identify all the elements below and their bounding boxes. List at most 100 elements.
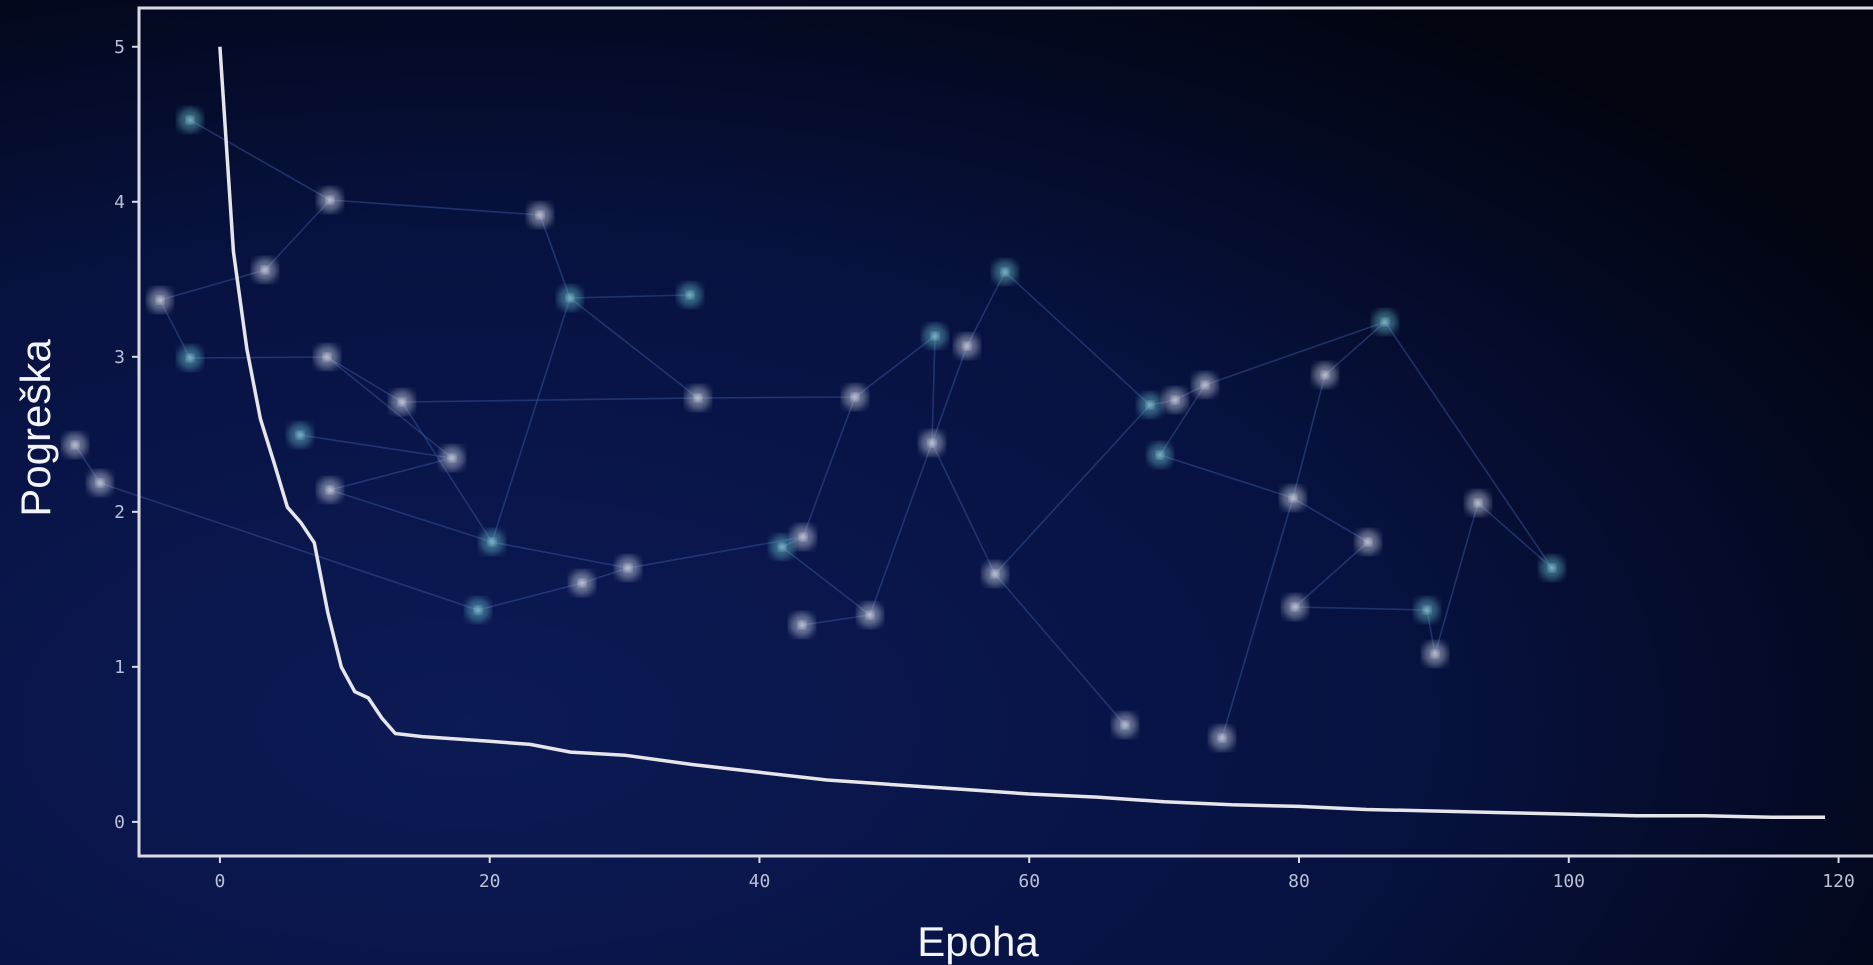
network-link — [1434, 502, 1479, 655]
x-tick-label: 20 — [479, 871, 501, 892]
network-link — [966, 271, 1006, 347]
network-link — [931, 335, 936, 444]
network-node-core — [931, 332, 939, 340]
x-tick-label: 40 — [749, 871, 771, 892]
y-tick-label: 5 — [114, 37, 125, 58]
network-link — [1324, 321, 1386, 376]
network-link — [1477, 502, 1553, 569]
network-node-core — [624, 564, 632, 572]
network-link — [1204, 321, 1386, 386]
network-node-core — [326, 486, 334, 494]
network-link — [1159, 384, 1206, 456]
network-link — [1004, 271, 1151, 406]
network-node-core — [991, 570, 999, 578]
network-link — [401, 397, 699, 403]
x-tick-label: 0 — [215, 871, 226, 892]
network-link — [539, 214, 571, 299]
y-axis: 0 1 2 3 4 5 — [114, 37, 139, 833]
network-node-core — [1474, 499, 1482, 507]
network-decoration — [63, 108, 1564, 750]
network-node-core — [1291, 603, 1299, 611]
network-link — [854, 335, 936, 398]
network-link — [802, 396, 856, 538]
y-axis-title: Pogreška — [12, 339, 59, 517]
network-link — [994, 404, 1151, 575]
network-link — [329, 199, 541, 216]
network-link — [477, 582, 583, 611]
network-node-core — [1423, 606, 1431, 614]
network-node-core — [296, 431, 304, 439]
network-link — [491, 297, 571, 543]
network-node-core — [799, 533, 807, 541]
network-link — [569, 297, 699, 399]
network-link — [326, 356, 453, 459]
network-link — [1221, 497, 1294, 739]
network-node-core — [1146, 401, 1154, 409]
x-tick-label: 80 — [1288, 871, 1310, 892]
network-link — [1384, 321, 1553, 569]
x-tick-label: 60 — [1018, 871, 1040, 892]
network-node-core — [1001, 268, 1009, 276]
network-node-core — [798, 621, 806, 629]
network-link — [781, 546, 871, 616]
network-node-core — [536, 211, 544, 219]
network-node-core — [778, 543, 786, 551]
network-link — [931, 442, 996, 575]
network-link — [159, 269, 266, 301]
series-line — [218, 46, 1825, 819]
network-node-core — [1218, 734, 1226, 742]
network-node-core — [963, 342, 971, 350]
network-link — [299, 434, 453, 459]
network-node-core — [1171, 396, 1179, 404]
network-link — [931, 345, 968, 444]
network-node-core — [474, 606, 482, 614]
network-node-core — [448, 454, 456, 462]
y-tick-label: 3 — [114, 347, 125, 368]
network-node-core — [1121, 721, 1129, 729]
network-node-core — [71, 441, 79, 449]
y-tick-label: 0 — [114, 812, 125, 833]
network-node-core — [323, 353, 331, 361]
network-link — [869, 442, 933, 616]
network-node-core — [186, 116, 194, 124]
network-node-core — [326, 196, 334, 204]
network-node-core — [186, 354, 194, 362]
x-axis: 0 20 40 60 80 100 120 — [215, 856, 1855, 892]
network-link — [1292, 374, 1326, 499]
network-node-core — [156, 296, 164, 304]
network-link — [1292, 497, 1369, 543]
network-node-core — [866, 611, 874, 619]
network-link — [1294, 606, 1428, 611]
y-tick-label: 2 — [114, 502, 125, 523]
y-tick-label: 4 — [114, 192, 125, 213]
network-node-core — [1431, 650, 1439, 658]
network-link — [994, 573, 1126, 726]
x-tick-label: 120 — [1822, 871, 1855, 892]
network-link — [264, 199, 331, 271]
x-tick-label: 100 — [1553, 871, 1586, 892]
network-node-core — [694, 394, 702, 402]
x-axis-title: Epoha — [917, 918, 1039, 965]
network-link — [697, 396, 856, 399]
network-node-core — [1289, 494, 1297, 502]
network-link — [491, 541, 629, 569]
network-node-core — [96, 479, 104, 487]
network-link — [1294, 541, 1369, 608]
y-tick-label: 1 — [114, 657, 125, 678]
network-link — [569, 294, 691, 299]
network-node-core — [686, 291, 694, 299]
network-node-core — [928, 439, 936, 447]
network-node-core — [1364, 538, 1372, 546]
network-link — [189, 119, 331, 201]
network-node-core — [578, 579, 586, 587]
network-node-core — [1321, 371, 1329, 379]
network-node-core — [1156, 451, 1164, 459]
network-node-core — [488, 538, 496, 546]
network-node-core — [851, 393, 859, 401]
network-node-core — [398, 398, 406, 406]
network-node-core — [1548, 564, 1556, 572]
network-link — [329, 489, 493, 543]
